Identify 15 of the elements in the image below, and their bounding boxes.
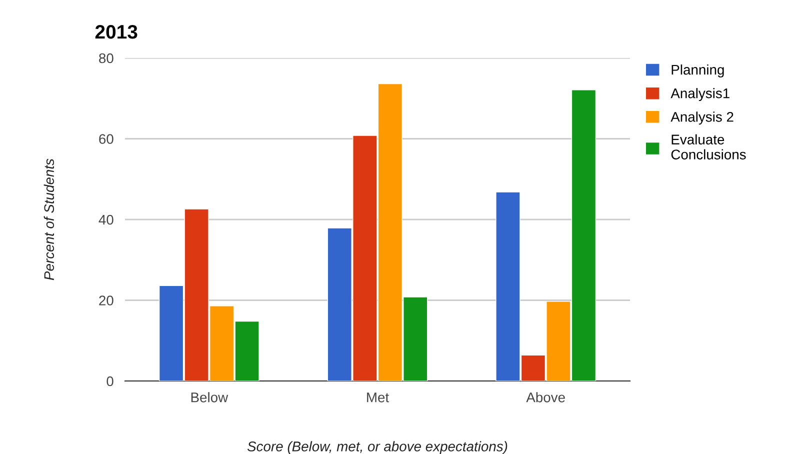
legend-label: Planning [672,64,724,78]
y-axis-title: Percent of Students [44,158,54,280]
x-tick-label: Above [526,392,565,402]
x-axis-title: Score (Below, met, or above expectations) [247,441,508,454]
y-tick-label: 60 [99,134,114,144]
y-tick-label: 20 [99,296,114,306]
legend-label: Evaluate Conclusions [671,134,746,160]
legend-label: Analysis 2 [670,112,734,125]
x-tick-label: Met [367,392,389,402]
y-tick-label: 0 [106,376,114,386]
legend-label: Analysis1 [670,88,730,101]
chart-title: 2013 [95,24,138,39]
x-tick-label: Below [191,392,228,402]
y-tick-label: 80 [99,53,114,64]
y-tick-label: 40 [98,214,114,225]
